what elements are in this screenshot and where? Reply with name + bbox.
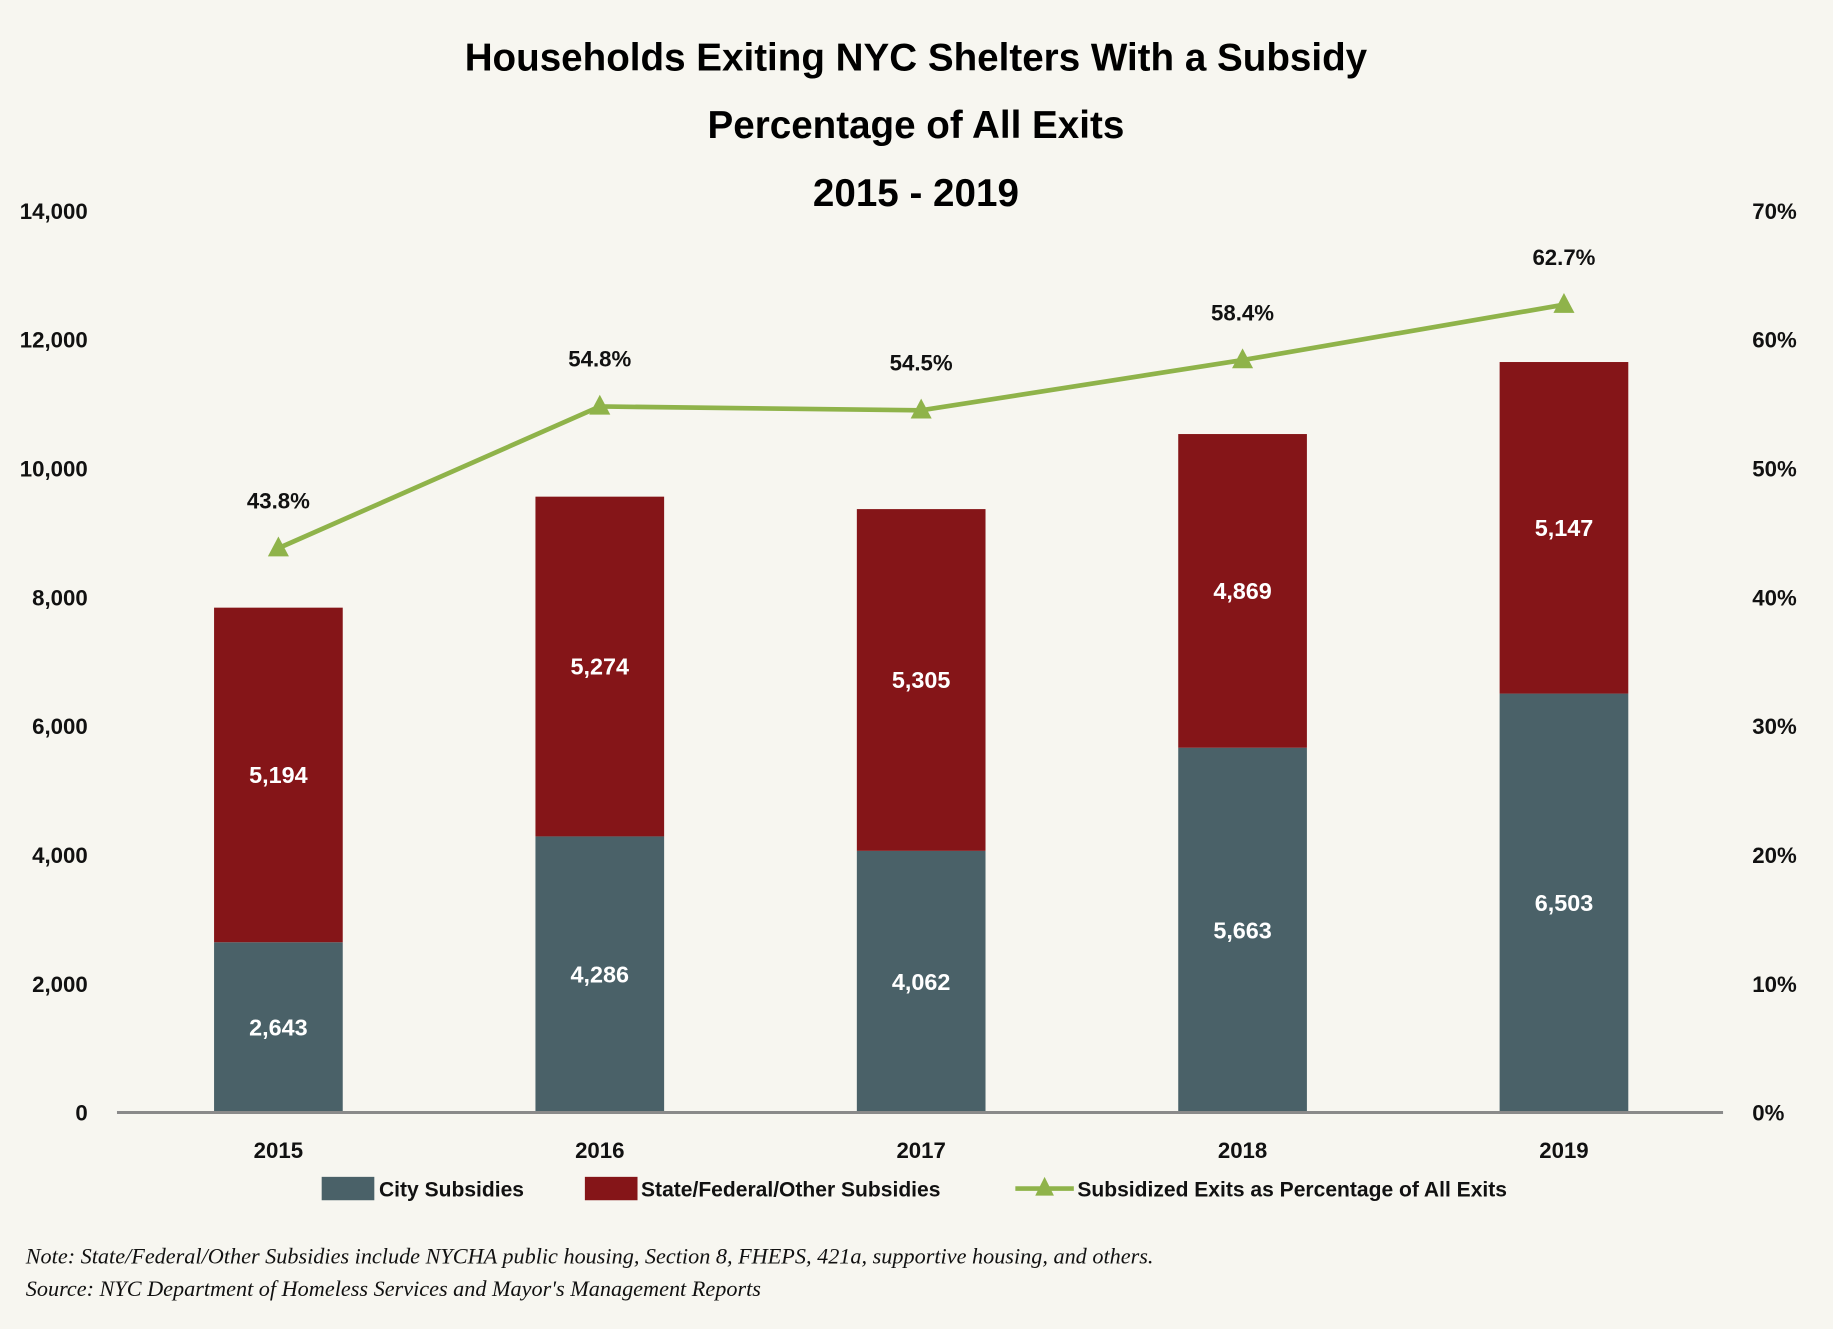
y-tick-label: 10,000 [20, 457, 88, 482]
y-tick-label: 14,000 [20, 199, 88, 224]
chart-note: Note: State/Federal/Other Subsidies incl… [25, 1243, 1154, 1268]
bar-state [214, 607, 343, 943]
percentage-label: 54.8% [568, 347, 631, 372]
bar-label-state: 5,305 [892, 667, 950, 693]
y-tick-label: 12,000 [20, 328, 88, 353]
bar-state [1178, 434, 1307, 748]
x-tick-label: 2018 [1218, 1138, 1267, 1163]
chart-source: Source: NYC Department of Homeless Servi… [26, 1276, 761, 1301]
x-tick-label: 2015 [254, 1138, 303, 1163]
bar-label-state: 4,869 [1213, 578, 1272, 604]
y-tick-label: 0 [75, 1101, 87, 1126]
legend-label-city: City Subsidies [379, 1179, 524, 1202]
x-tick-label: 2017 [896, 1138, 945, 1163]
y-tick-label: 2,000 [32, 972, 88, 997]
x-tick-label: 2019 [1539, 1138, 1588, 1163]
y2-tick-label: 70% [1752, 199, 1797, 224]
percentage-label: 43.8% [247, 488, 310, 513]
legend: City Subsidies State/Federal/Other Subsi… [321, 1176, 1507, 1202]
y-tick-label: 6,000 [32, 714, 88, 739]
percentage-label: 58.4% [1211, 300, 1274, 325]
bar-state [1499, 362, 1629, 694]
bar-label-city: 5,663 [1213, 917, 1272, 943]
y2-tick-label: 0% [1752, 1101, 1784, 1126]
percentage-point [589, 394, 611, 415]
x-tick-label: 2016 [575, 1138, 624, 1163]
percentage-label: 62.7% [1532, 245, 1595, 270]
bar-label-city: 6,503 [1535, 890, 1594, 916]
y2-tick-label: 30% [1752, 714, 1797, 739]
y2-tick-label: 40% [1752, 585, 1797, 610]
bar-label-city: 4,286 [571, 962, 629, 988]
y2-tick-label: 60% [1752, 328, 1797, 353]
bar-label-state: 5,274 [571, 654, 629, 680]
chart-title-line-3: 2015 - 2019 [813, 172, 1019, 215]
chart-title-line-2: Percentage of All Exits [708, 104, 1125, 147]
bar-city [214, 942, 343, 1113]
bar-city [535, 836, 665, 1113]
percentage-label: 54.5% [890, 351, 953, 376]
bar-city [856, 850, 986, 1113]
bar-city [1499, 693, 1629, 1113]
bar-label-city: 2,643 [249, 1015, 307, 1041]
chart-title-line-1: Households Exiting NYC Shelters With a S… [465, 36, 1368, 79]
percentage-point [1553, 292, 1575, 313]
percentage-point [910, 398, 932, 419]
legend-swatch-city [321, 1176, 375, 1201]
percentage-point [267, 536, 289, 557]
legend-label-state: State/Federal/Other Subsidies [641, 1179, 940, 1202]
legend-triangle-icon [1035, 1176, 1054, 1196]
percentage-point [1232, 348, 1254, 369]
bar-state [856, 509, 986, 851]
y2-tick-label: 20% [1752, 843, 1797, 868]
y2-tick-label: 50% [1752, 457, 1797, 482]
bar-state [535, 496, 665, 837]
y-tick-label: 8,000 [32, 585, 88, 610]
legend-swatch-state [584, 1176, 638, 1201]
y2-tick-label: 10% [1752, 972, 1797, 997]
bar-city [1178, 747, 1307, 1113]
bar-label-state: 5,147 [1535, 515, 1594, 541]
bar-label-city: 4,062 [892, 969, 950, 995]
y-tick-label: 4,000 [32, 843, 88, 868]
bar-label-state: 5,194 [249, 762, 307, 788]
legend-label-percentage: Subsidized Exits as Percentage of All Ex… [1077, 1179, 1507, 1202]
